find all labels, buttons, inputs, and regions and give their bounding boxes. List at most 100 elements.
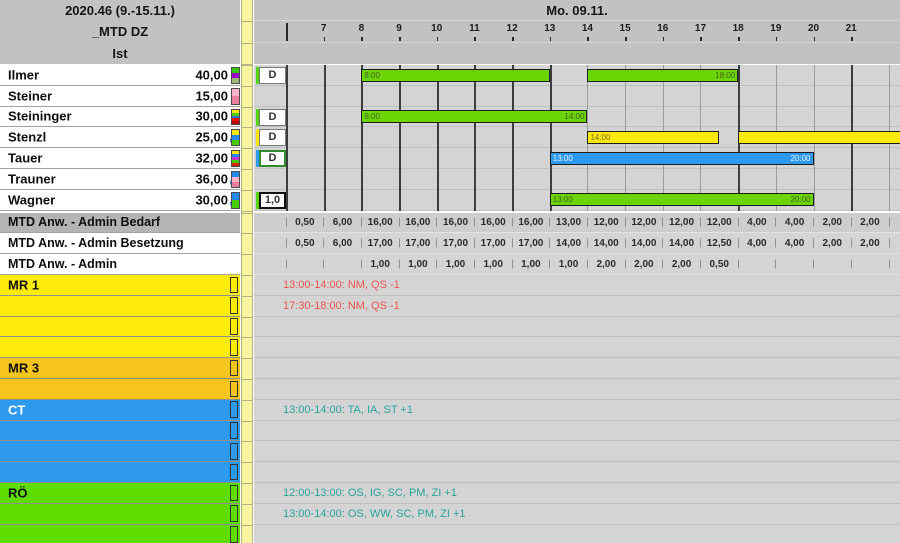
section-timeline-row[interactable] bbox=[254, 379, 900, 400]
column-separator bbox=[625, 260, 626, 269]
hour-label: 19 bbox=[764, 23, 788, 34]
summary-value-cell: 6,00 bbox=[324, 213, 362, 233]
section-marker-box bbox=[230, 339, 238, 356]
employee-row[interactable]: Tauer32,00 bbox=[0, 148, 240, 169]
section-row[interactable]: MR 3 bbox=[0, 358, 240, 379]
employee-color-stripe bbox=[231, 171, 240, 188]
shift-bar[interactable]: 8:0014:00 bbox=[361, 110, 587, 123]
section-row[interactable]: MR 1 bbox=[0, 275, 240, 296]
summary-value-cell: 12,00 bbox=[700, 213, 738, 233]
column-separator bbox=[775, 218, 776, 227]
hour-tick bbox=[814, 37, 816, 41]
summary-value-cell: 4,00 bbox=[776, 213, 814, 233]
bar-start-time: 13:00 bbox=[553, 194, 573, 205]
section-timeline-row[interactable] bbox=[254, 317, 900, 338]
stripe-segment bbox=[232, 121, 239, 124]
column-separator bbox=[851, 260, 852, 269]
section-label: MR 3 bbox=[8, 361, 39, 376]
section-timeline-row[interactable] bbox=[254, 441, 900, 462]
employee-row[interactable]: Ilmer40,00 bbox=[0, 65, 240, 86]
hour-label: 15 bbox=[613, 23, 637, 34]
employee-name: Ilmer bbox=[8, 67, 39, 82]
section-row[interactable] bbox=[0, 421, 240, 442]
summary-cells: 1,001,001,001,001,001,002,002,002,000,50 bbox=[286, 254, 889, 274]
summary-value-cell: 17,00 bbox=[399, 233, 437, 253]
section-label: RÖ bbox=[8, 485, 28, 500]
section-timeline-row[interactable]: 13:00-14:00: OS, WW, SC, PM, ZI +1 bbox=[254, 504, 900, 525]
shift-bar[interactable]: 14:00 bbox=[587, 131, 719, 144]
hour-gridline bbox=[512, 65, 514, 211]
summary-value-cell bbox=[776, 254, 814, 274]
section-row[interactable] bbox=[0, 525, 240, 543]
section-timeline-row[interactable] bbox=[254, 525, 900, 543]
hour-label: 12 bbox=[500, 23, 524, 34]
column-separator bbox=[549, 260, 550, 269]
employee-color-stripe bbox=[231, 109, 240, 126]
shift-bar[interactable]: 13:0020:00 bbox=[550, 193, 814, 206]
summary-value: 1,00 bbox=[408, 259, 427, 270]
summary-value-cell: 12,00 bbox=[625, 213, 663, 233]
section-marker-box bbox=[230, 277, 238, 294]
column-separator bbox=[549, 239, 550, 248]
summary-value-cell: 16,00 bbox=[512, 213, 550, 233]
shift-bar[interactable]: 13:0020:00 bbox=[550, 152, 814, 165]
summary-value: 6,00 bbox=[333, 238, 352, 249]
section-timeline-row[interactable] bbox=[254, 462, 900, 483]
section-row[interactable] bbox=[0, 462, 240, 483]
strip-separator bbox=[242, 107, 253, 108]
shift-code-box[interactable]: D bbox=[259, 67, 286, 84]
strip-separator bbox=[242, 21, 253, 22]
hour-label: 10 bbox=[425, 23, 449, 34]
summary-value: 17,00 bbox=[481, 238, 506, 249]
strip-separator bbox=[242, 86, 253, 87]
employee-row[interactable]: Steininger30,00 bbox=[0, 107, 240, 128]
section-row[interactable]: CT bbox=[0, 400, 240, 421]
section-row[interactable] bbox=[0, 337, 240, 358]
section-marker-box bbox=[230, 401, 238, 418]
hour-label: 20 bbox=[802, 23, 826, 34]
summary-value-cell: 16,00 bbox=[361, 213, 399, 233]
section-timeline-row[interactable] bbox=[254, 358, 900, 379]
strip-separator bbox=[242, 421, 253, 422]
shift-code-box[interactable]: 1,0 bbox=[259, 192, 286, 209]
section-timeline-row[interactable]: 12:00-13:00: OS, IG, SC, PM, ZI +1 bbox=[254, 483, 900, 504]
employee-row[interactable]: Steiner15,00 bbox=[0, 86, 240, 107]
bar-start-time: 13:00 bbox=[553, 153, 573, 164]
summary-value: 13,00 bbox=[556, 217, 581, 228]
column-separator bbox=[889, 260, 890, 269]
section-marker-box bbox=[230, 443, 238, 460]
section-timeline-row[interactable]: 13:00-14:00: TA, IA, ST +1 bbox=[254, 400, 900, 421]
section-row[interactable] bbox=[0, 379, 240, 400]
summary-value: 1,00 bbox=[370, 259, 389, 270]
bar-end-time: 14:00 bbox=[564, 111, 584, 122]
employee-hours: 25,00 bbox=[195, 130, 228, 145]
shift-bar[interactable]: 18:00 bbox=[587, 69, 738, 82]
hour-scale: 789101112131415161718192021 bbox=[254, 21, 900, 43]
shift-bar[interactable] bbox=[738, 131, 900, 144]
shift-bar[interactable]: 8:00 bbox=[361, 69, 549, 82]
strip-separator bbox=[242, 190, 253, 191]
section-marker-box bbox=[230, 464, 238, 481]
column-separator bbox=[625, 218, 626, 227]
section-timeline-row[interactable] bbox=[254, 337, 900, 358]
section-row[interactable] bbox=[0, 504, 240, 525]
employee-row[interactable]: Trauner36,00i bbox=[0, 169, 240, 190]
summary-value-cell: 13,00 bbox=[550, 213, 588, 233]
column-separator bbox=[700, 218, 701, 227]
section-timeline-row[interactable]: 13:00-14:00: NM, QS -1 bbox=[254, 275, 900, 296]
section-timeline-row[interactable]: 17:30-18:00: NM, QS -1 bbox=[254, 296, 900, 317]
hour-gridline bbox=[324, 65, 326, 211]
employee-row[interactable]: Wagner30,00i bbox=[0, 190, 240, 211]
section-row[interactable] bbox=[0, 296, 240, 317]
shift-code-box[interactable]: D bbox=[259, 150, 286, 167]
section-row[interactable]: RÖ bbox=[0, 483, 240, 504]
section-row[interactable] bbox=[0, 441, 240, 462]
section-row[interactable] bbox=[0, 317, 240, 338]
summary-value: 0,50 bbox=[295, 238, 314, 249]
column-separator bbox=[512, 260, 513, 269]
shift-code-box[interactable]: D bbox=[259, 109, 286, 126]
shift-code-box[interactable]: D bbox=[259, 129, 286, 146]
section-timeline-row[interactable] bbox=[254, 421, 900, 442]
employee-row[interactable]: Stenzl25,00i bbox=[0, 127, 240, 148]
bar-end-time: 18:00 bbox=[715, 70, 735, 81]
